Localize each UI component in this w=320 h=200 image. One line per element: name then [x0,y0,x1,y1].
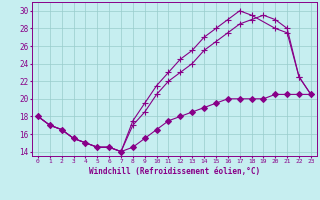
X-axis label: Windchill (Refroidissement éolien,°C): Windchill (Refroidissement éolien,°C) [89,167,260,176]
